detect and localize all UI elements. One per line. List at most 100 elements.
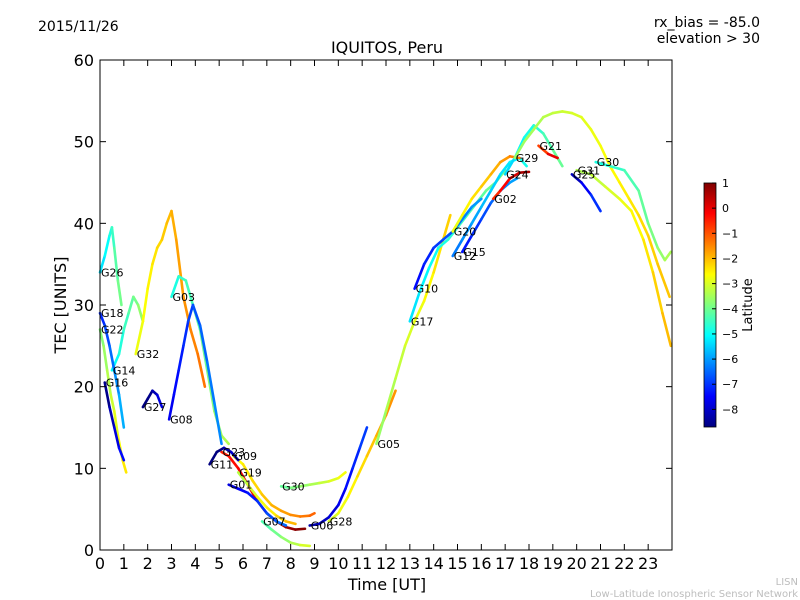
- x-axis-ticks: 0 1 2 3 4 5 6 7 8 9 10 11 12 13 14 15 16 17 18 19 20 21 22 23: [95, 60, 658, 573]
- trace-segment: [289, 513, 302, 518]
- trace-segment: [646, 234, 660, 266]
- x-tick-label: 11: [352, 554, 372, 573]
- satellite-label: G14: [113, 364, 136, 377]
- trace-segment: [499, 177, 512, 192]
- trace-segment: [146, 389, 154, 401]
- x-tick-label: 16: [471, 554, 491, 573]
- trace-segment: [151, 246, 159, 266]
- trace-segment: [408, 291, 421, 323]
- trace-segment: [308, 522, 321, 527]
- trace-segment: [189, 328, 200, 356]
- trace-segment: [317, 516, 331, 526]
- elevation-label: elevation > 30: [657, 31, 760, 47]
- colorbar-tick-label: −3: [722, 278, 738, 291]
- colorbar-tick-label: −7: [722, 378, 738, 391]
- trace-segment: [384, 377, 397, 413]
- trace-segment: [134, 320, 145, 356]
- trace-segment: [198, 324, 209, 364]
- trace-segment: [422, 271, 435, 303]
- trace-segment: [661, 311, 673, 348]
- trace-segment: [121, 458, 128, 474]
- colorbar: [703, 182, 717, 428]
- x-tick-label: 10: [328, 554, 348, 573]
- series-g18-2: [98, 311, 126, 429]
- satellite-label: G12: [454, 250, 477, 263]
- trace-segment: [365, 434, 378, 458]
- trace-segment: [146, 262, 154, 290]
- trace-segment: [491, 189, 502, 201]
- colorbar-tick-label: −6: [722, 353, 738, 366]
- satellite-label: G18: [101, 307, 124, 320]
- trace-segment: [227, 483, 240, 491]
- y-axis-ticks: 0 10 20 30 40 50 60: [74, 51, 672, 560]
- x-tick-label: 5: [214, 554, 224, 573]
- trace-segment: [518, 156, 528, 168]
- x-tick-label: 4: [190, 554, 200, 573]
- trace-segment: [117, 393, 126, 429]
- trace-segment: [470, 205, 483, 225]
- trace-segment: [255, 499, 269, 515]
- satellite-label: G22: [101, 324, 124, 337]
- trace-segment: [317, 480, 331, 485]
- trace-segment: [109, 393, 116, 413]
- trace-segment: [437, 238, 450, 250]
- trace-segment: [346, 475, 359, 499]
- y-tick-label: 10: [74, 459, 94, 478]
- trace-segment: [275, 514, 288, 523]
- trace-segment: [589, 128, 602, 148]
- trace-segment: [155, 393, 164, 409]
- trace-segment: [470, 185, 483, 201]
- bias-label: rx_bias = -85.0: [654, 15, 760, 31]
- trace-segment: [113, 426, 121, 450]
- trace-segment: [608, 164, 621, 184]
- trace-segment: [275, 520, 288, 527]
- x-tick-label: 20: [566, 554, 586, 573]
- series-g26-0: [98, 226, 123, 307]
- satellite-label: G30: [282, 480, 305, 493]
- trace-segment: [327, 511, 340, 523]
- x-tick-label: 15: [447, 554, 467, 573]
- trace-segment: [451, 213, 464, 233]
- trace-segment: [110, 226, 116, 250]
- satellite-labels: G26G14G18G22G32G03G16G27G08G23G09G11G19G…: [101, 140, 619, 533]
- trace-segment: [351, 446, 362, 470]
- trace-segment: [499, 155, 512, 164]
- trace-segment: [656, 246, 667, 262]
- trace-segment: [413, 262, 426, 290]
- x-tick-label: 3: [166, 554, 176, 573]
- trace-segment: [170, 275, 180, 299]
- trace-segment: [113, 246, 120, 282]
- trace-segment: [141, 397, 149, 409]
- trace-segment: [656, 262, 671, 299]
- trace-segment: [270, 503, 283, 513]
- trace-segment: [489, 173, 502, 192]
- trace-segment: [222, 446, 233, 454]
- trace-segment: [191, 303, 202, 327]
- trace-segment: [155, 238, 164, 250]
- trace-segment: [594, 160, 612, 168]
- trace-segment: [599, 144, 612, 168]
- colorbar-tick-label: 1: [722, 177, 729, 190]
- trace-segment: [503, 156, 517, 176]
- series-g32-4: [134, 209, 207, 388]
- series-g29-26: [513, 110, 671, 299]
- trace-segment: [518, 170, 531, 174]
- trace-segment: [122, 311, 130, 331]
- trace-segment: [637, 189, 650, 225]
- trace-segment: [117, 446, 126, 462]
- trace-segment: [441, 230, 455, 241]
- trace-segment: [580, 115, 593, 131]
- x-tick-label: 21: [590, 554, 610, 573]
- series-g10-20: [413, 197, 483, 290]
- trace-segment: [499, 160, 512, 176]
- trace-segment: [580, 181, 593, 197]
- trace-segment: [294, 527, 307, 531]
- trace-segment: [618, 197, 633, 213]
- trace-segment: [608, 164, 626, 172]
- trace-segment: [205, 360, 216, 405]
- trace-segment: [489, 160, 502, 176]
- trace-segment: [177, 275, 188, 282]
- satellite-label: G15: [463, 246, 486, 259]
- satellite-label: G06: [311, 520, 334, 533]
- trace-segment: [308, 511, 316, 518]
